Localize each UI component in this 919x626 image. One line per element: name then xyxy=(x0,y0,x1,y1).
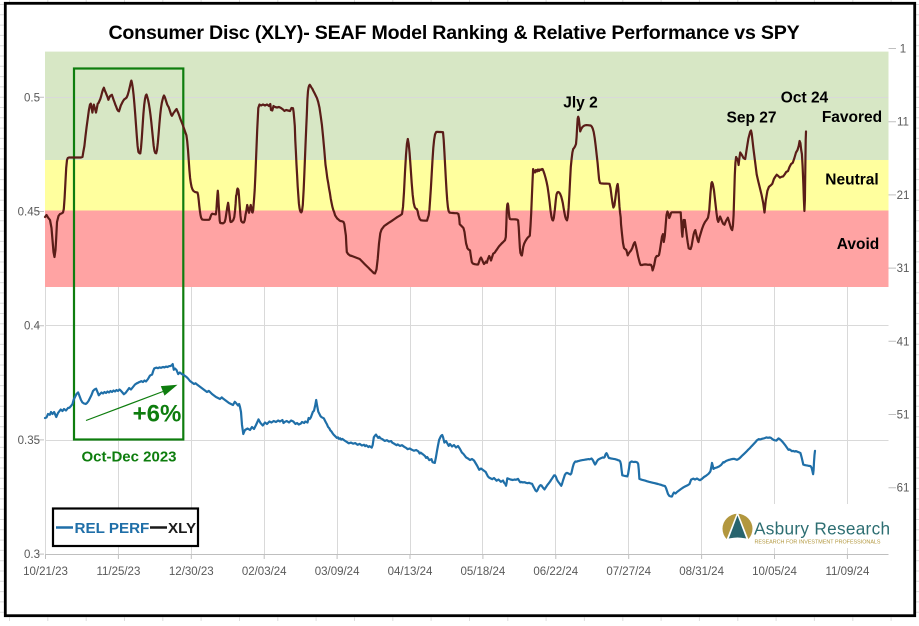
svg-text:Neutral: Neutral xyxy=(825,172,878,189)
svg-text:XLY: XLY xyxy=(168,520,196,537)
svg-text:08/31/24: 08/31/24 xyxy=(679,566,724,578)
svg-text:0.4: 0.4 xyxy=(24,321,41,333)
svg-text:Oct-Dec 2023: Oct-Dec 2023 xyxy=(81,449,176,466)
svg-text:03/09/24: 03/09/24 xyxy=(315,566,360,578)
svg-text:0.35: 0.35 xyxy=(18,435,40,447)
svg-text:51: 51 xyxy=(897,410,910,422)
svg-text:RESEARCH FOR INVESTMENT PROFES: RESEARCH FOR INVESTMENT PROFESSIONALS xyxy=(755,539,881,545)
svg-text:06/22/24: 06/22/24 xyxy=(533,566,578,578)
svg-text:1: 1 xyxy=(900,44,906,56)
svg-text:Jly 2: Jly 2 xyxy=(563,95,597,112)
svg-text:12/30/23: 12/30/23 xyxy=(169,566,214,578)
svg-text:07/27/24: 07/27/24 xyxy=(606,566,651,578)
svg-text:Asbury Research: Asbury Research xyxy=(754,519,890,539)
svg-text:10/05/24: 10/05/24 xyxy=(752,566,797,578)
svg-text:04/13/24: 04/13/24 xyxy=(388,566,433,578)
svg-text:31: 31 xyxy=(897,263,910,275)
svg-text:11: 11 xyxy=(897,117,909,129)
svg-text:10/21/23: 10/21/23 xyxy=(23,566,68,578)
svg-text:11/25/23: 11/25/23 xyxy=(96,566,140,578)
svg-text:Sep 27: Sep 27 xyxy=(727,110,777,127)
svg-text:0.5: 0.5 xyxy=(24,92,40,104)
svg-text:Consumer Disc (XLY)- SEAF Mode: Consumer Disc (XLY)- SEAF Model Ranking … xyxy=(108,22,799,44)
svg-text:11/09/24: 11/09/24 xyxy=(825,566,870,578)
svg-text:Favored: Favored xyxy=(822,109,882,126)
svg-text:61: 61 xyxy=(897,483,910,495)
svg-text:+6%: +6% xyxy=(133,401,182,428)
svg-text:Oct 24: Oct 24 xyxy=(781,90,829,107)
svg-text:41: 41 xyxy=(897,336,910,348)
svg-text:Avoid: Avoid xyxy=(837,236,879,253)
svg-text:05/18/24: 05/18/24 xyxy=(461,566,506,578)
svg-text:REL PERF: REL PERF xyxy=(75,520,150,537)
svg-text:0.45: 0.45 xyxy=(18,207,40,219)
svg-text:02/03/24: 02/03/24 xyxy=(242,566,287,578)
svg-text:21: 21 xyxy=(897,190,910,202)
svg-text:0.3: 0.3 xyxy=(24,549,40,561)
